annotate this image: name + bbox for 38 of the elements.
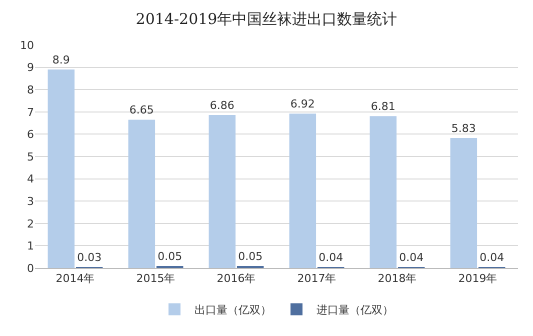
x-tick-label: 2017年 <box>297 272 336 286</box>
y-tick-label: 8 <box>27 83 34 96</box>
data-label: 0.03 <box>77 251 102 264</box>
data-label: 0.04 <box>399 251 424 264</box>
x-tick-label: 2015年 <box>136 272 176 286</box>
data-label: 8.9 <box>52 54 70 67</box>
data-label: 0.04 <box>318 251 344 264</box>
y-tick-label: 7 <box>27 106 34 119</box>
x-tick-label: 2014年 <box>56 272 95 286</box>
x-tick-label: 2016年 <box>216 272 256 286</box>
legend-label: 进口量（亿双） <box>316 304 394 317</box>
y-tick-label: 6 <box>27 128 34 142</box>
chart-title: 2014-2019年中国丝袜进出口数量统计 <box>136 10 398 28</box>
bar <box>450 138 478 268</box>
y-tick-label: 3 <box>27 194 34 208</box>
data-label: 6.86 <box>210 99 234 112</box>
bar <box>289 114 316 268</box>
y-tick-label: 2 <box>27 217 34 230</box>
bar <box>128 120 156 268</box>
x-tick-label: 2018年 <box>378 272 417 286</box>
bar <box>48 70 75 268</box>
data-label: 0.05 <box>158 250 182 263</box>
data-label: 6.65 <box>129 104 154 117</box>
bar <box>208 115 236 268</box>
data-label: 0.05 <box>238 250 263 263</box>
x-tick-label: 2019年 <box>458 272 498 286</box>
legend-label: 出口量（亿双） <box>194 304 272 317</box>
y-tick-label: 10 <box>20 38 34 52</box>
y-tick-label: 1 <box>27 240 34 253</box>
y-tick-label: 5 <box>27 150 34 164</box>
y-tick-label: 9 <box>27 61 34 74</box>
data-label: 5.83 <box>451 122 476 135</box>
y-tick-label: 4 <box>27 172 34 186</box>
data-label: 6.81 <box>370 100 396 114</box>
data-label: 6.92 <box>290 98 315 111</box>
data-label: 0.04 <box>480 251 504 264</box>
y-tick-label: 0 <box>27 262 34 275</box>
bar <box>370 116 397 268</box>
